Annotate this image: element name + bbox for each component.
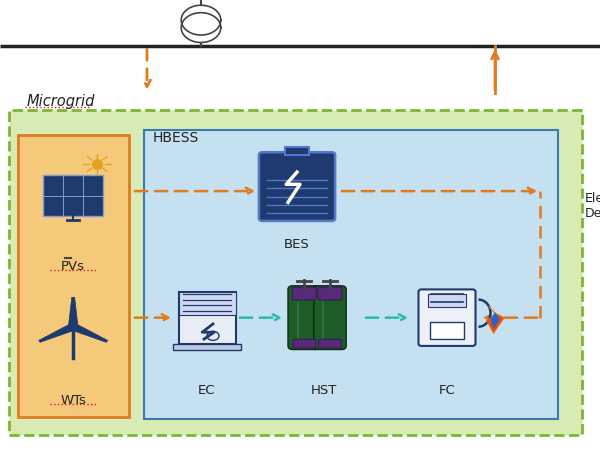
FancyBboxPatch shape — [318, 288, 342, 300]
FancyBboxPatch shape — [419, 290, 476, 346]
Bar — [430, 323, 464, 339]
Text: FC: FC — [439, 384, 455, 396]
Text: HST: HST — [311, 384, 337, 396]
Bar — [43, 176, 103, 216]
Polygon shape — [491, 313, 499, 329]
FancyBboxPatch shape — [259, 153, 335, 221]
Polygon shape — [68, 298, 78, 327]
FancyBboxPatch shape — [314, 286, 346, 350]
Polygon shape — [71, 324, 107, 343]
Text: BES: BES — [284, 237, 310, 250]
Bar — [179, 292, 235, 315]
Text: EC: EC — [198, 384, 216, 396]
Bar — [144, 131, 558, 419]
Bar — [173, 344, 241, 351]
FancyBboxPatch shape — [293, 340, 316, 348]
FancyBboxPatch shape — [319, 340, 341, 348]
Text: Microgrid: Microgrid — [27, 94, 95, 109]
Bar — [179, 292, 235, 344]
Text: HBESS: HBESS — [153, 131, 199, 144]
Bar — [9, 110, 582, 435]
Polygon shape — [487, 307, 504, 334]
Bar — [428, 295, 466, 307]
FancyBboxPatch shape — [292, 288, 316, 300]
Text: WTs: WTs — [60, 393, 86, 405]
Bar — [285, 147, 309, 156]
Bar — [18, 135, 129, 417]
Text: Electricity
Demand: Electricity Demand — [585, 191, 600, 219]
Polygon shape — [39, 324, 76, 343]
Text: PVs: PVs — [61, 260, 85, 272]
FancyBboxPatch shape — [288, 286, 320, 350]
